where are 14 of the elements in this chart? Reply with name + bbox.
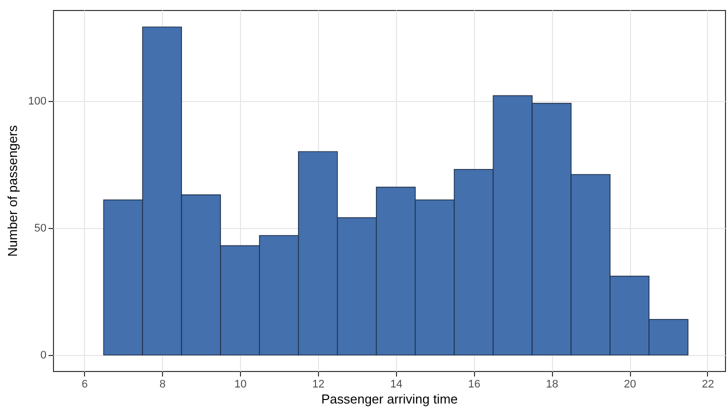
x-tick-label: 6 xyxy=(82,378,88,390)
y-tick-label: 100 xyxy=(28,95,46,108)
x-tick-label: 18 xyxy=(546,378,558,390)
y-tick-label: 50 xyxy=(34,222,46,234)
x-axis-title: Passenger arriving time xyxy=(321,392,458,406)
x-tick-label: 12 xyxy=(312,378,325,390)
x-tick-label: 14 xyxy=(390,378,402,390)
y-tick-label: 0 xyxy=(40,349,46,362)
y-axis-title: Number of passengers xyxy=(5,124,20,257)
x-tick-label: 10 xyxy=(234,378,247,390)
x-tick-label: 20 xyxy=(624,378,636,390)
x-tick-label: 8 xyxy=(160,378,166,390)
x-tick-label: 22 xyxy=(702,378,714,390)
x-tick-label: 16 xyxy=(468,378,480,390)
